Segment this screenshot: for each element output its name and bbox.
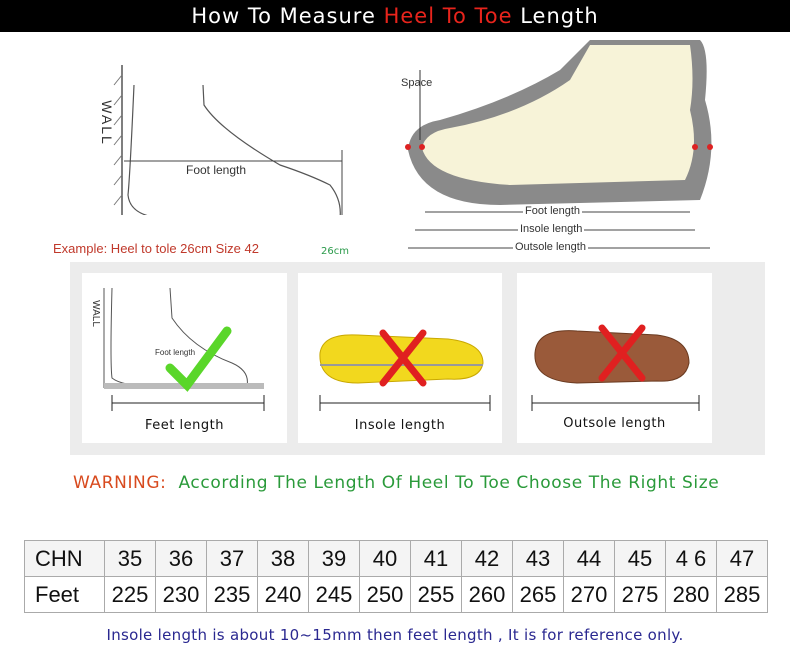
page-title: How To Measure Heel To Toe Length bbox=[0, 0, 790, 32]
row-header: Feet bbox=[24, 576, 105, 613]
table-cell: 41 bbox=[410, 540, 462, 577]
table-cell: 235 bbox=[206, 576, 258, 613]
measure-mark: 26cm bbox=[321, 246, 349, 257]
card-label: Outsole length bbox=[563, 416, 666, 431]
check-icon bbox=[165, 326, 232, 392]
shoe-section-diagram: Space Foot length Insole length Outsole … bbox=[400, 40, 730, 260]
footer-note: Insole length is about 10~15mm then feet… bbox=[106, 626, 684, 644]
table-cell: 44 bbox=[563, 540, 615, 577]
shoe-illustration bbox=[405, 40, 713, 249]
row-header: CHN bbox=[24, 540, 105, 577]
outsole-length-label: Outsole length bbox=[513, 241, 588, 253]
foot-length-label: Foot length bbox=[155, 348, 196, 357]
method-comparison-panel: Foot length WALL Feet length Insole leng… bbox=[70, 262, 765, 455]
space-label: Space bbox=[401, 77, 433, 89]
warning-text: WARNING: According The Length Of Heel To… bbox=[73, 473, 719, 493]
table-cell: 230 bbox=[155, 576, 207, 613]
card-feet-length: Foot length WALL Feet length bbox=[82, 273, 287, 443]
card-insole-length: Insole length bbox=[298, 273, 502, 443]
table-row: CHN 35 36 37 38 39 40 41 42 43 44 45 4 6 47 bbox=[24, 540, 768, 577]
foot-wall-thumbnail bbox=[103, 287, 265, 411]
foot-length-label: Foot length bbox=[523, 205, 583, 217]
title-highlight: Heel To Toe bbox=[383, 4, 513, 28]
table-cell: 42 bbox=[461, 540, 513, 577]
card-label: Insole length bbox=[354, 418, 446, 433]
warning-label: WARNING: bbox=[73, 473, 167, 493]
warning-message: According The Length Of Heel To Toe Choo… bbox=[178, 473, 720, 493]
title-prefix: How To Measure bbox=[191, 4, 384, 28]
table-cell: 260 bbox=[461, 576, 513, 613]
table-cell: 38 bbox=[257, 540, 309, 577]
foot-wall-diagram: WALL Foot length Example: Heel to tole 2… bbox=[53, 55, 380, 265]
table-cell: 285 bbox=[716, 576, 768, 613]
table-cell: 47 bbox=[716, 540, 768, 577]
insole-thumbnail bbox=[319, 329, 491, 411]
foot-illustration bbox=[113, 65, 343, 215]
table-cell: 40 bbox=[359, 540, 411, 577]
cross-icon bbox=[379, 329, 427, 387]
table-cell: 45 bbox=[614, 540, 666, 577]
table-cell: 240 bbox=[257, 576, 309, 613]
table-cell: 4 6 bbox=[665, 540, 717, 577]
table-cell: 270 bbox=[563, 576, 615, 613]
table-cell: 255 bbox=[410, 576, 462, 613]
wall-label: WALL bbox=[89, 300, 101, 327]
table-cell: 275 bbox=[614, 576, 666, 613]
table-cell: 39 bbox=[308, 540, 360, 577]
title-suffix: Length bbox=[512, 4, 599, 28]
example-text: Example: Heel to tole 26cm Size 42 bbox=[53, 241, 259, 256]
table-cell: 280 bbox=[665, 576, 717, 613]
table-cell: 43 bbox=[512, 540, 564, 577]
table-cell: 37 bbox=[206, 540, 258, 577]
table-cell: 250 bbox=[359, 576, 411, 613]
size-table: CHN 35 36 37 38 39 40 41 42 43 44 45 4 6 47 Feet 225 230… bbox=[24, 540, 768, 613]
wall-label: WALL bbox=[98, 100, 115, 146]
table-cell: 265 bbox=[512, 576, 564, 613]
table-cell: 36 bbox=[155, 540, 207, 577]
foot-length-label: Foot length bbox=[186, 163, 247, 177]
table-cell: 225 bbox=[104, 576, 156, 613]
table-row: Feet 225 230 235 240 245 250 255 260 265 270 275 280… bbox=[24, 576, 768, 613]
insole-length-label: Insole length bbox=[518, 223, 585, 235]
outsole-thumbnail bbox=[531, 324, 700, 411]
card-outsole-length: Outsole length bbox=[517, 273, 712, 443]
table-cell: 35 bbox=[104, 540, 156, 577]
cross-icon bbox=[598, 324, 646, 382]
card-label: Feet length bbox=[145, 418, 224, 433]
table-cell: 245 bbox=[308, 576, 360, 613]
